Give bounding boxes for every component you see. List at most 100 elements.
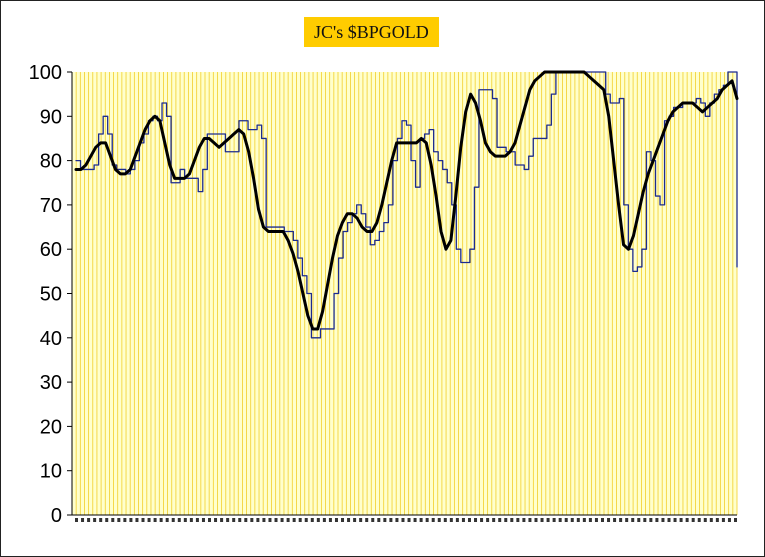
x-tick-label bbox=[395, 518, 399, 522]
x-tick-label bbox=[268, 518, 272, 522]
x-tick-label bbox=[359, 518, 363, 522]
x-tick-label bbox=[697, 518, 701, 522]
x-tick-label bbox=[220, 518, 224, 522]
series-lines bbox=[74, 70, 739, 339]
x-tick-label bbox=[105, 518, 109, 522]
x-tick-label bbox=[437, 518, 441, 522]
x-tick-label bbox=[455, 518, 459, 522]
x-tick-label bbox=[262, 518, 266, 522]
x-tick-label bbox=[715, 518, 719, 522]
x-tick-label bbox=[655, 518, 659, 522]
x-tick-label bbox=[334, 518, 338, 522]
x-tick-label bbox=[189, 518, 193, 522]
x-tick-label bbox=[244, 518, 248, 522]
x-tick-label bbox=[377, 518, 381, 522]
x-tick-label bbox=[322, 518, 326, 522]
x-tick-label bbox=[183, 518, 187, 522]
x-tick-label bbox=[643, 518, 647, 522]
x-tick-label bbox=[558, 518, 562, 522]
y-tick-label: 80 bbox=[40, 151, 62, 173]
x-tick-label bbox=[661, 518, 665, 522]
x-tick-label bbox=[600, 518, 604, 522]
x-tick-label bbox=[570, 518, 574, 522]
x-tick-labels bbox=[75, 518, 737, 522]
x-tick-label bbox=[431, 518, 435, 522]
x-tick-label bbox=[552, 518, 556, 522]
smoothed-series-line bbox=[74, 70, 739, 331]
x-tick-label bbox=[365, 518, 369, 522]
x-tick-label bbox=[141, 518, 145, 522]
x-tick-label bbox=[480, 518, 484, 522]
y-tick-label: 60 bbox=[40, 239, 62, 261]
x-tick-label bbox=[522, 518, 526, 522]
x-tick-label bbox=[467, 518, 471, 522]
y-tick-label: 100 bbox=[29, 62, 62, 84]
y-tick-label: 30 bbox=[40, 372, 62, 394]
x-tick-label bbox=[588, 518, 592, 522]
x-tick-label bbox=[81, 518, 85, 522]
x-tick-label bbox=[226, 518, 230, 522]
x-tick-label bbox=[87, 518, 91, 522]
x-tick-label bbox=[371, 518, 375, 522]
x-tick-label bbox=[461, 518, 465, 522]
x-tick-label bbox=[75, 518, 78, 522]
x-tick-label bbox=[208, 518, 212, 522]
x-tick-label bbox=[99, 518, 103, 522]
x-tick-label bbox=[250, 518, 254, 522]
y-tick-label: 20 bbox=[40, 416, 62, 438]
x-tick-label bbox=[673, 518, 677, 522]
x-tick-label bbox=[177, 518, 181, 522]
x-tick-label bbox=[498, 518, 502, 522]
x-tick-label bbox=[613, 518, 617, 522]
x-tick-label bbox=[347, 518, 351, 522]
x-tick-label bbox=[389, 518, 393, 522]
x-tick-label bbox=[510, 518, 514, 522]
x-tick-label bbox=[619, 518, 623, 522]
x-tick-label bbox=[528, 518, 532, 522]
x-tick-label bbox=[721, 518, 725, 522]
x-tick-label bbox=[401, 518, 405, 522]
x-tick-label bbox=[631, 518, 635, 522]
x-tick-label bbox=[679, 518, 683, 522]
x-tick-label bbox=[425, 518, 429, 522]
x-tick-label bbox=[310, 518, 314, 522]
x-tick-label bbox=[516, 518, 520, 522]
x-tick-label bbox=[195, 518, 199, 522]
x-tick-label bbox=[171, 518, 175, 522]
x-tick-label bbox=[413, 518, 417, 522]
x-tick-label bbox=[214, 518, 218, 522]
x-tick-label bbox=[727, 518, 731, 522]
x-tick-label bbox=[709, 518, 713, 522]
x-tick-label bbox=[353, 518, 357, 522]
x-tick-label bbox=[298, 518, 302, 522]
x-tick-label bbox=[703, 518, 707, 522]
x-tick-label bbox=[685, 518, 689, 522]
x-tick-label bbox=[304, 518, 308, 522]
x-tick-label bbox=[576, 518, 580, 522]
x-tick-label bbox=[328, 518, 332, 522]
x-tick-label bbox=[667, 518, 671, 522]
x-tick-label bbox=[147, 518, 151, 522]
x-tick-label bbox=[449, 518, 453, 522]
x-tick-label bbox=[129, 518, 133, 522]
x-tick-label bbox=[407, 518, 411, 522]
x-tick-label bbox=[153, 518, 157, 522]
y-tick-label: 50 bbox=[40, 284, 62, 306]
x-tick-label bbox=[492, 518, 496, 522]
x-tick-label bbox=[546, 518, 550, 522]
x-tick-label bbox=[316, 518, 320, 522]
x-tick-label bbox=[419, 518, 423, 522]
x-tick-label bbox=[734, 518, 737, 522]
x-tick-label bbox=[582, 518, 586, 522]
gridlines bbox=[71, 72, 738, 515]
raw-series-line bbox=[75, 71, 738, 339]
x-tick-label bbox=[165, 518, 169, 522]
x-tick-label bbox=[474, 518, 478, 522]
y-tick-label: 70 bbox=[40, 195, 62, 217]
y-tick-labels: 0 10 20 30 40 50 60 70 80 90 100 bbox=[29, 62, 62, 527]
x-tick-label bbox=[159, 518, 163, 522]
x-tick-label bbox=[93, 518, 97, 522]
x-tick-label bbox=[486, 518, 490, 522]
axes bbox=[67, 71, 737, 516]
x-tick-label bbox=[564, 518, 568, 522]
